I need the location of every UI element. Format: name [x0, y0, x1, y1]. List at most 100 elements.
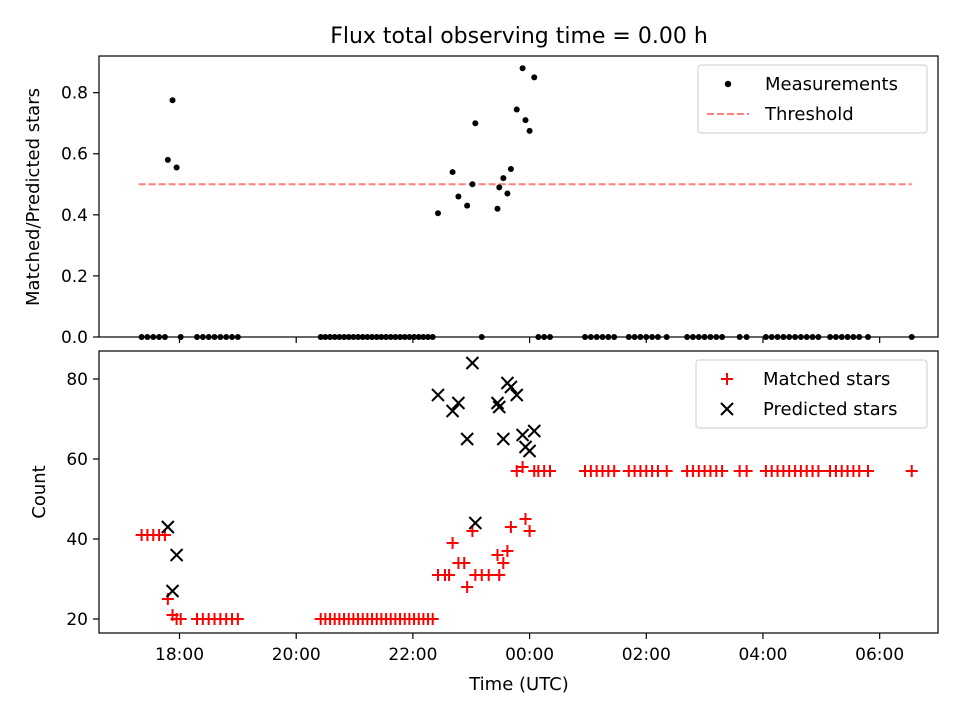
predicted-star-point: [492, 400, 506, 414]
bottom-x-tick-label: 02:00: [622, 645, 671, 665]
bottom-x-tick-label: 06:00: [855, 645, 904, 665]
predicted-star-point: [522, 444, 537, 458]
measurement-point: [522, 117, 529, 124]
matched-star-point: [861, 465, 874, 477]
legend-measurements-marker: [724, 80, 732, 88]
measurement-point: [455, 193, 462, 200]
predicted-star-point: [165, 584, 180, 598]
predicted-star-point: [504, 380, 518, 394]
bottom-y-tick-label: 20: [66, 610, 88, 630]
bottom-x-tick-label: 04:00: [738, 645, 787, 665]
measurement-point: [449, 169, 456, 176]
measurement-point: [494, 205, 501, 212]
matched-star-point: [608, 465, 621, 477]
bottom-y-tick-label: 60: [66, 450, 88, 470]
legend-matched-label: Matched stars: [763, 369, 890, 390]
predicted-star-point: [161, 520, 175, 534]
matched-star-point: [426, 613, 439, 625]
matched-star-point: [716, 465, 729, 477]
bottom-y-tick-label: 40: [66, 530, 88, 550]
bottom-x-tick-label: 00:00: [505, 645, 554, 665]
matched-star-point: [516, 461, 529, 473]
matched-star-point: [231, 613, 244, 625]
matched-star-point: [660, 465, 673, 477]
predicted-star-point: [460, 432, 474, 446]
legend-matched-marker: [721, 373, 733, 385]
measurement-point: [496, 184, 503, 191]
matched-star-point: [497, 557, 510, 569]
predicted-star-point: [527, 424, 541, 438]
bottom-marks: [135, 356, 918, 625]
bottom-panel: 20 40 60 80 18:00 20:00 22:00 00:00 02:00 04:00 0…: [29, 350, 939, 695]
matched-star-point: [174, 613, 187, 625]
bottom-axes-frame: [98, 350, 939, 634]
legend-measurements-label: Measurements: [765, 74, 898, 95]
measurement-point: [507, 166, 514, 173]
matched-star-point: [905, 465, 918, 477]
matched-star-point: [501, 545, 514, 557]
top-y-tick-label: 0.6: [61, 145, 88, 165]
measurement-point: [472, 120, 479, 127]
predicted-star-point: [510, 388, 524, 402]
measurement-point: [519, 65, 526, 72]
top-y-tick-label: 0.4: [61, 206, 88, 226]
matched-star-point: [443, 569, 456, 581]
matched-star-point: [544, 465, 557, 477]
matched-star-point: [493, 569, 506, 581]
top-legend-box: [697, 64, 928, 134]
measurement-point: [500, 175, 507, 182]
top-y-tick-label: 0.8: [61, 84, 88, 104]
matched-star-point: [446, 537, 459, 549]
bottom-legend: Matched stars Predicted stars: [695, 359, 928, 429]
legend-threshold-label: Threshold: [764, 104, 854, 125]
matched-star-point: [523, 525, 536, 537]
matched-star-point: [482, 569, 495, 581]
bottom-y-axis: 20 40 60 80: [66, 370, 99, 630]
bottom-x-tick-label: 22:00: [388, 645, 437, 665]
legend-predicted-marker: [720, 402, 734, 416]
measurement-point: [469, 181, 476, 188]
bottom-x-axis-label: Time (UTC): [468, 674, 569, 695]
predicted-star-point: [169, 548, 184, 562]
chart-title: Flux total observing time = 0.00 h: [330, 24, 708, 49]
matched-star-point: [461, 581, 474, 593]
measurement-point: [464, 202, 471, 209]
predicted-star-point: [431, 388, 445, 402]
matched-star-point: [812, 465, 825, 477]
bottom-x-tick-label: 20:00: [272, 645, 321, 665]
measurement-point: [531, 74, 538, 81]
matched-star-point: [740, 465, 753, 477]
measurement-point: [169, 97, 176, 104]
top-y-axis-label: Matched/Predicted stars: [23, 88, 44, 306]
matched-star-point: [491, 549, 504, 561]
measurement-point: [513, 106, 520, 113]
bottom-x-axis: 18:00 20:00 22:00 00:00 02:00 04:00 06:00: [155, 633, 904, 665]
top-y-tick-label: 0.2: [61, 267, 88, 287]
top-legend: Measurements Threshold: [697, 64, 928, 134]
measurement-point: [434, 210, 441, 217]
matched-star-point: [504, 521, 517, 533]
top-y-tick-label: 0.0: [61, 328, 88, 348]
matched-star-point: [519, 513, 532, 525]
bottom-x-tick-label: 18:00: [155, 645, 204, 665]
matched-star-point: [458, 557, 471, 569]
top-y-axis: 0.0 0.2 0.4 0.6 0.8: [61, 84, 99, 348]
top-panel: 0.00.20.40.60.8 Matched/Predicted stars …: [23, 55, 939, 348]
top-x-ticks: [178, 337, 881, 343]
top-axes-frame: [98, 55, 939, 338]
bottom-legend-box: [695, 359, 928, 429]
predicted-star-point: [465, 356, 480, 370]
measurement-point: [173, 164, 180, 171]
predicted-star-point: [451, 396, 466, 410]
measurement-point: [526, 127, 533, 134]
predicted-star-point: [468, 516, 483, 530]
measurement-point: [504, 190, 511, 197]
predicted-star-point: [445, 404, 460, 418]
legend-predicted-label: Predicted stars: [763, 399, 897, 420]
bottom-y-tick-label: 80: [66, 370, 88, 390]
predicted-star-point: [496, 432, 511, 446]
predicted-star-point: [515, 428, 530, 442]
predicted-star-point: [490, 396, 505, 410]
bottom-y-axis-label: Count: [29, 465, 50, 518]
